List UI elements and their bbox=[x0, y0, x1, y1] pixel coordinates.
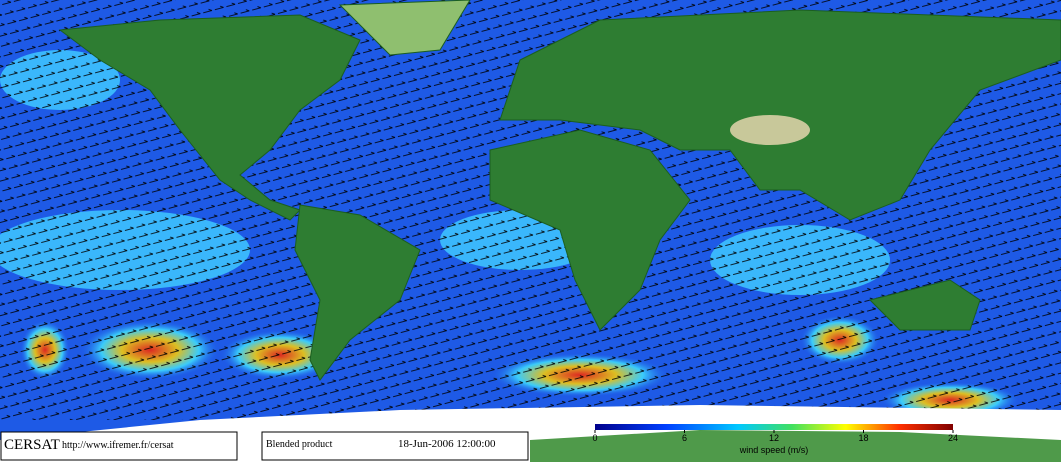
colorbar-tick-label: 18 bbox=[858, 433, 868, 443]
colorbar bbox=[595, 424, 953, 430]
colorbar-tick-label: 24 bbox=[948, 433, 958, 443]
south-america bbox=[294, 204, 421, 381]
product-box bbox=[261, 431, 529, 461]
brand-box bbox=[0, 431, 238, 461]
tibet bbox=[730, 115, 810, 145]
colorbar-tick-label: 0 bbox=[592, 433, 597, 443]
product: Blended product bbox=[266, 439, 333, 450]
colorbar-label: wind speed (m/s) bbox=[739, 445, 809, 455]
brand: CERSAT bbox=[4, 437, 60, 453]
antarctica-relief bbox=[530, 430, 1061, 462]
continents bbox=[58, 0, 1061, 381]
greenland bbox=[338, 0, 471, 56]
url: http://www.ifremer.fr/cersat bbox=[62, 440, 174, 451]
eurasia bbox=[499, 9, 1061, 221]
timestamp: 18-Jun-2006 12:00:00 bbox=[398, 438, 496, 450]
africa bbox=[489, 129, 691, 331]
australia bbox=[869, 279, 981, 331]
north-america bbox=[58, 14, 361, 221]
colorbar-tick-label: 12 bbox=[769, 433, 779, 443]
colorbar-tick-label: 6 bbox=[682, 433, 687, 443]
